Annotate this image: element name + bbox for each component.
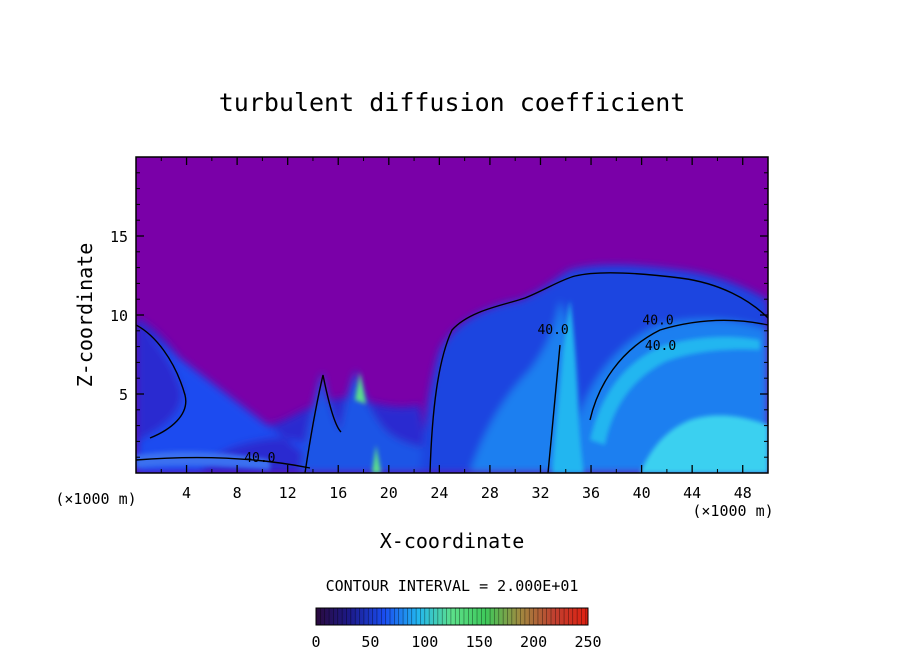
x-tick-label: 8 [233,484,242,502]
colorbar-frame [315,607,589,626]
colorbar-gradient [316,608,588,625]
core-right-column [552,300,584,473]
contour-label: 40.0 [537,323,568,338]
x-tick-label: 32 [531,484,549,502]
contour-line-left [136,324,187,439]
x-tick-label: 20 [380,484,398,502]
colorbar-tick-label: 0 [311,633,320,651]
contour-line-right-inner [589,319,768,421]
x-tick-label: 12 [279,484,297,502]
field-region-left-core [136,325,330,473]
heatmap-strong-cores [136,300,768,473]
y-axis-unit-label: (×1000 m) [55,490,136,508]
x-tick-label: 16 [329,484,347,502]
x-tick-label: 40 [633,484,651,502]
colorbar-tick-label: 100 [411,633,438,651]
contour-label: 40.0 [642,313,673,328]
x-tick-label: 28 [481,484,499,502]
core-right-arc [590,336,760,445]
chart-title: turbulent diffusion coefficient [219,88,686,117]
heatmap-field [136,157,768,473]
core-center-spike [355,372,366,404]
colorbar-ticks: 0 50 100 150 200 250 [311,633,601,651]
colorbar-tick-label: 250 [574,633,601,651]
contour-line-left-base [136,456,311,469]
x-tick-label: 48 [734,484,752,502]
x-tick-label: 36 [582,484,600,502]
colorbar-tick-label: 200 [520,633,547,651]
x-tick-label: 44 [683,484,701,502]
y-tick-label: 10 [110,307,128,325]
contour-labels: 40.0 40.0 40.0 40.0 [244,313,676,465]
contour-line-right-column [547,344,561,473]
core-center-base [372,445,381,473]
contour-label: 40.0 [244,451,275,466]
x-tick-label: 24 [430,484,448,502]
contour-line-center-tower [304,374,342,473]
x-tick-label: 4 [182,484,191,502]
x-axis-unit-label: (×1000 m) [692,502,773,520]
contour-label: 40.0 [645,339,676,354]
colorbar-tick-label: 150 [466,633,493,651]
contour-lines [136,271,768,473]
y-tick-label: 15 [110,228,128,246]
contour-line-right-envelope [429,271,768,473]
y-axis-label: Z-coordinate [73,243,97,388]
x-axis-label: X-coordinate [380,529,525,553]
y-axis-ticks: 5 10 15 [110,172,768,458]
contour-interval-label: CONTOUR INTERVAL = 2.000E+01 [326,577,579,595]
y-tick-label: 5 [119,386,128,404]
colorbar-tick-label: 50 [361,633,379,651]
field-region-center [300,370,440,473]
colorbar: 0 50 100 150 200 250 [311,607,602,651]
x-axis-ticks: 4 8 12 16 20 24 28 32 36 40 44 48 [160,157,752,502]
core-right-lower [640,415,768,473]
